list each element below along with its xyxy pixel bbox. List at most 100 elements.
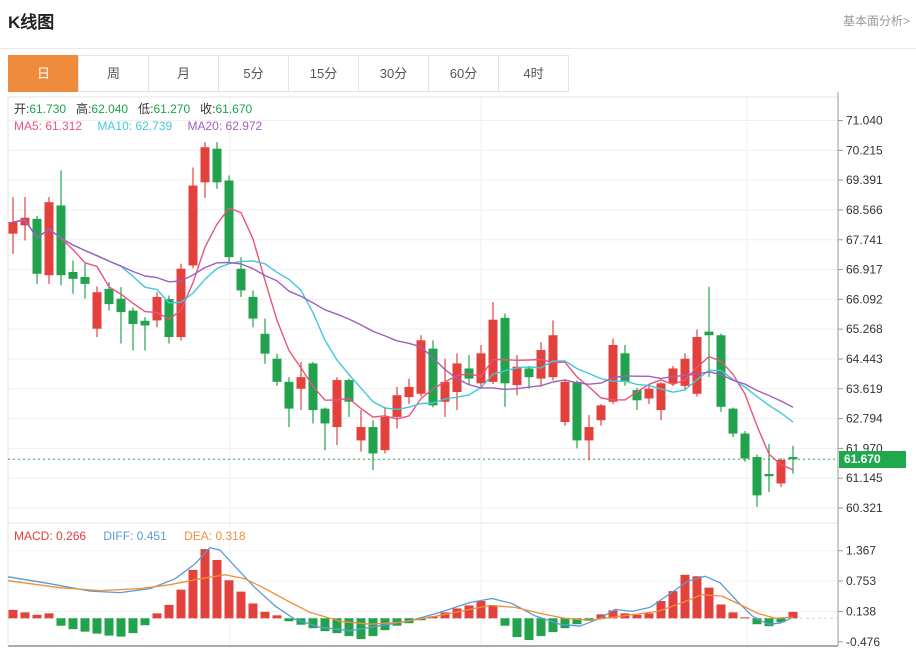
candle[interactable] <box>284 381 294 409</box>
macd-bar <box>500 618 510 626</box>
macd-bar <box>260 611 270 619</box>
macd-bar <box>476 600 486 619</box>
candle[interactable] <box>92 292 102 329</box>
candle[interactable] <box>584 427 594 441</box>
candle[interactable] <box>248 296 258 319</box>
candle[interactable] <box>776 459 786 484</box>
tab-周[interactable]: 周 <box>78 55 149 92</box>
candle[interactable] <box>764 474 774 477</box>
candle[interactable] <box>380 416 390 451</box>
candle[interactable] <box>656 383 666 411</box>
candle[interactable] <box>680 358 690 386</box>
tab-15分[interactable]: 15分 <box>288 55 359 92</box>
candle[interactable] <box>476 353 486 384</box>
macd-bar <box>704 587 714 619</box>
macd-bar <box>440 612 450 619</box>
candle[interactable] <box>272 358 282 382</box>
candle[interactable] <box>56 205 66 276</box>
tab-60分[interactable]: 60分 <box>428 55 499 92</box>
candle[interactable] <box>500 317 510 384</box>
candle[interactable] <box>524 368 534 378</box>
candle[interactable] <box>452 363 462 392</box>
dea-line <box>7 574 794 625</box>
tab-日[interactable]: 日 <box>8 55 79 92</box>
candle[interactable] <box>236 268 246 291</box>
candle[interactable] <box>512 366 522 386</box>
candle[interactable] <box>740 433 750 459</box>
diff-line <box>7 546 794 632</box>
candle[interactable] <box>200 147 210 183</box>
candle[interactable] <box>8 222 18 234</box>
candle[interactable] <box>596 405 606 421</box>
candle[interactable] <box>428 348 438 406</box>
macd-bar <box>20 612 30 619</box>
candle[interactable] <box>620 353 630 382</box>
candle[interactable] <box>368 427 378 454</box>
candle[interactable] <box>548 335 558 378</box>
candle[interactable] <box>752 457 762 496</box>
candle[interactable] <box>356 427 366 441</box>
candle[interactable] <box>392 395 402 417</box>
price-tick-label: 62.794 <box>846 412 883 426</box>
page-title: K线图 <box>8 13 55 32</box>
macd-bar <box>44 613 54 619</box>
ma10-line <box>12 219 794 423</box>
candle[interactable] <box>332 380 342 428</box>
candle[interactable] <box>728 408 738 434</box>
macd-bar <box>236 591 246 619</box>
candle[interactable] <box>260 333 270 354</box>
candle[interactable] <box>68 271 78 279</box>
price-tick-label: 69.391 <box>846 173 883 187</box>
candle[interactable] <box>788 457 798 460</box>
macd-bar <box>536 618 546 637</box>
candle[interactable] <box>44 202 54 276</box>
macd-bar <box>116 618 126 637</box>
macd-bar <box>788 611 798 619</box>
fundamental-analysis-link[interactable]: 基本面分析> <box>842 14 910 28</box>
candle[interactable] <box>116 298 126 313</box>
candle[interactable] <box>416 340 426 394</box>
price-tick-label: 61.145 <box>846 471 883 485</box>
candle[interactable] <box>692 337 702 394</box>
candle[interactable] <box>560 381 570 422</box>
candle[interactable] <box>488 319 498 382</box>
candle[interactable] <box>704 331 714 336</box>
candle[interactable] <box>128 310 138 325</box>
tab-5分[interactable]: 5分 <box>218 55 289 92</box>
candle[interactable] <box>608 344 618 402</box>
macd-bar <box>740 617 750 619</box>
candle[interactable] <box>80 277 90 284</box>
dea-value: DEA: 0.318 <box>184 529 246 543</box>
candle[interactable] <box>440 381 450 402</box>
candle[interactable] <box>536 350 546 379</box>
candle[interactable] <box>20 217 30 226</box>
macd-bar <box>572 618 582 625</box>
candle[interactable] <box>212 148 222 183</box>
macd-bar <box>152 613 162 619</box>
candle[interactable] <box>632 390 642 401</box>
candle[interactable] <box>164 299 174 338</box>
candle[interactable] <box>224 180 234 258</box>
macd-bar <box>716 604 726 619</box>
price-tick-label: 63.619 <box>846 382 883 396</box>
candle[interactable] <box>572 381 582 441</box>
tab-月[interactable]: 月 <box>148 55 219 92</box>
macd-bar <box>284 618 294 622</box>
price-tick-label: 66.917 <box>846 263 883 277</box>
candle[interactable] <box>104 288 114 305</box>
candle[interactable] <box>404 386 414 398</box>
tab-4时[interactable]: 4时 <box>498 55 569 92</box>
ma5-value: MA5: 61.312 <box>14 119 83 133</box>
ma10-value: MA10: 62.739 <box>97 119 173 133</box>
candle[interactable] <box>320 408 330 424</box>
candle[interactable] <box>152 296 162 321</box>
candle[interactable] <box>32 218 42 274</box>
tab-30分[interactable]: 30分 <box>358 55 429 92</box>
candle[interactable] <box>344 380 354 402</box>
candle[interactable] <box>296 377 306 389</box>
candle[interactable] <box>188 185 198 266</box>
candle[interactable] <box>644 388 654 399</box>
ma-row: MA5: 61.312 MA10: 62.739 MA20: 62.972 <box>14 119 262 133</box>
candle[interactable] <box>140 320 150 326</box>
macd-bar <box>332 618 342 634</box>
